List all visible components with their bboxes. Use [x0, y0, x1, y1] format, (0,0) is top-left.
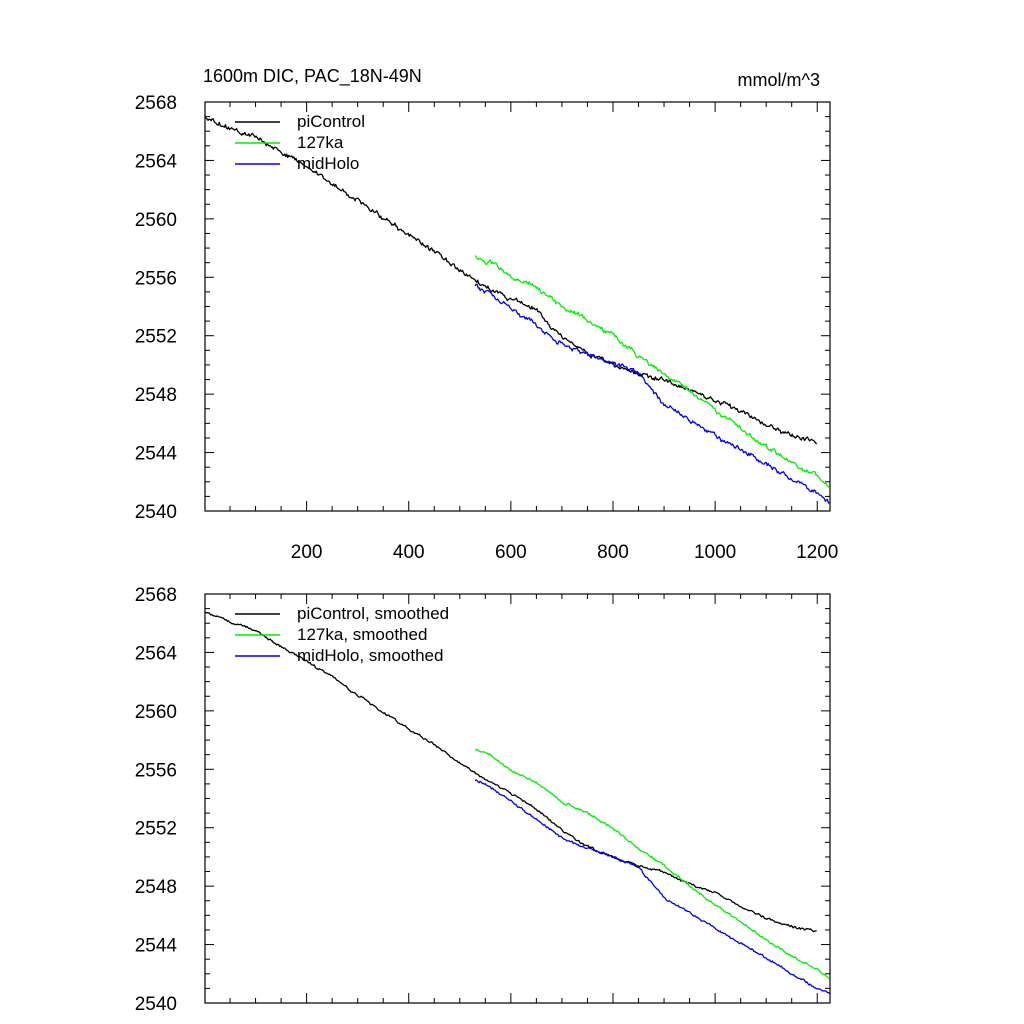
panel-smoothed: 2540 2544 2548 2552 2556 2560 2564 2568 piContro…: [135, 585, 831, 1015]
y-tick-label: 2556: [135, 268, 177, 289]
series-line-midholo: [474, 779, 831, 995]
y-tick-label: 2544: [135, 936, 178, 957]
x-tick-label: 200: [291, 542, 323, 563]
legend-label: piControl, smoothed: [297, 604, 449, 623]
series-line-127ka: [474, 748, 830, 980]
legend-label: midHolo: [297, 154, 359, 173]
y-tick-label: 2548: [135, 877, 177, 898]
series-line-midholo: [474, 283, 830, 504]
legend-label: piControl: [297, 112, 365, 131]
y-tick-label: 2556: [135, 760, 177, 781]
y-tick-label: 2552: [135, 327, 177, 348]
x-tick-label: 400: [393, 542, 425, 563]
x-tick-label: 1200: [796, 542, 838, 563]
y-tick-label: 2560: [135, 702, 177, 723]
y-tick-label: 2540: [135, 502, 177, 523]
series-line-picontrol: [204, 611, 817, 933]
y-tick-label: 2568: [135, 585, 177, 606]
y-tick-label: 2564: [135, 643, 178, 664]
y-tick-label: 2548: [135, 385, 177, 406]
y-tick-label: 2552: [135, 819, 177, 840]
x-tick-label: 800: [597, 542, 629, 563]
y-tick-label: 2564: [135, 151, 178, 172]
legend-label: midHolo, smoothed: [297, 646, 443, 665]
y-tick-label: 2568: [135, 93, 177, 114]
x-tick-label: 600: [495, 542, 527, 563]
series-line-picontrol: [204, 116, 818, 445]
series-line-127ka: [474, 255, 831, 489]
y-tick-label: 2560: [135, 210, 177, 231]
panel-raw: 2540 2544 2548 2552 2556 2560 2564 2568 200 400 60…: [135, 93, 839, 563]
units-label: mmol/m^3: [738, 70, 820, 90]
x-tick-label: 1000: [694, 542, 736, 563]
legend-label: 127ka, smoothed: [297, 625, 427, 644]
y-tick-label: 2540: [135, 994, 177, 1015]
y-tick-label: 2544: [135, 444, 178, 465]
figure-title: 1600m DIC, PAC_18N-49N: [203, 66, 422, 87]
legend-label: 127ka: [297, 133, 344, 152]
